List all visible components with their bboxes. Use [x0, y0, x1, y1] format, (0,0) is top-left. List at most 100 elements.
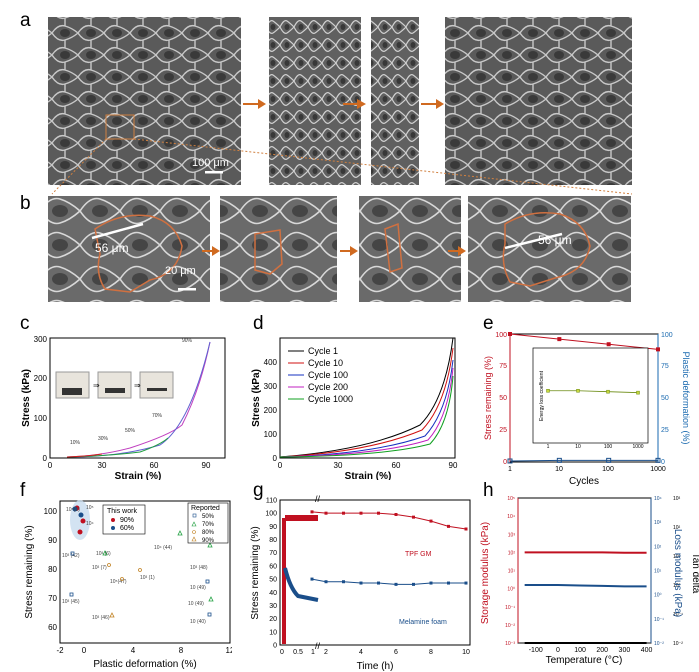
panel-label-f: f	[20, 480, 26, 501]
h-y3tick: 10⁰	[673, 583, 681, 589]
g-xtick: 2	[324, 649, 328, 656]
g-series-1-point	[447, 581, 450, 585]
h-ytick: 10²	[508, 550, 516, 556]
g-series-0-point	[412, 515, 415, 519]
h-ylabel: Storage modulus (kPa)	[480, 522, 491, 624]
sem-image-b4	[468, 196, 631, 302]
sem-image-a1	[48, 17, 241, 185]
e-stress-point	[508, 332, 512, 336]
panel-b-figure: 56 μm 20 μm 56 μm	[48, 196, 631, 302]
g-ytick: 110	[266, 498, 277, 505]
f-legend-this-title: This work	[107, 508, 137, 515]
g-xtick: 6	[394, 649, 398, 656]
h-xtick: 0	[556, 647, 560, 654]
g-ytick: 80	[269, 537, 277, 544]
h-y2tick: 10⁻²	[654, 641, 664, 647]
chart-d: 0 100 200 300 400 0 30 60 90 Strain (%) …	[251, 337, 458, 480]
f-pt-1: 10⁵	[86, 505, 94, 511]
h-ytick: 10⁵	[507, 496, 515, 502]
d-xtick-0: 0	[278, 461, 283, 470]
e-inset-point	[576, 389, 580, 393]
h-y3tick: 10⁻¹	[673, 612, 683, 618]
g-series-0-label: TPF GM	[405, 551, 432, 558]
e-ytick-2: 50	[499, 395, 507, 402]
f-pt-13: 10³ (45)	[62, 599, 80, 605]
f-xtick-4: 12	[226, 646, 232, 655]
scale-bar-a: 100 μm	[192, 157, 229, 169]
g-series-1-point	[324, 580, 328, 584]
e-ytick-4: 100	[495, 332, 507, 339]
f-pt-8: 10⁴ (44)	[154, 545, 172, 551]
d-ytick-0: 0	[273, 454, 278, 463]
e-inset-point	[606, 389, 610, 394]
e-stress-point	[557, 337, 562, 342]
f-ytick-3: 90	[48, 536, 57, 545]
c-ytick-3: 300	[34, 335, 48, 344]
g-series-0-point	[464, 527, 468, 531]
g-xlabel: Time (h)	[357, 661, 394, 672]
e-y2tick-3: 75	[661, 363, 669, 370]
h-y3label: Tan delta	[690, 553, 699, 594]
d-xtick-3: 90	[449, 461, 458, 470]
g-ytick: 50	[269, 577, 277, 584]
sem-image-a4	[445, 17, 632, 185]
h-y3tick: 10¹	[673, 554, 681, 560]
h-xtick: 400	[641, 647, 653, 654]
f-pt-6: 10⁵(47)	[110, 579, 127, 585]
d-ylabel: Stress (kPa)	[251, 369, 262, 427]
g-series-1-label: Melamine foam	[399, 619, 447, 626]
f-ytick-1: 70	[48, 594, 57, 603]
g-series-1-point	[394, 582, 398, 586]
panel-label-d: d	[253, 313, 264, 334]
h-y2tick: 10⁰	[654, 593, 662, 599]
e-y2tick-1: 25	[661, 427, 669, 434]
e-plastic-point	[606, 457, 612, 463]
panel-label-e: e	[483, 313, 494, 334]
chart-h: 10⁻³ 10⁻² 10⁻¹ 10⁰ 10¹ 10² 10³ 10⁴ 10⁵ 10⁻² 10⁻¹ 1…	[480, 496, 699, 666]
c-xlabel: Strain (%)	[115, 471, 162, 480]
f-legend-rep-3: 90%	[202, 538, 215, 544]
h-y2label: Loss modulus (kPa)	[672, 529, 683, 617]
scale-bar-b: 20 μm	[165, 265, 196, 277]
h-ytick: 10⁴	[507, 514, 515, 520]
h-ytick: 10³	[508, 532, 516, 538]
h-y3tick: 10⁻²	[673, 641, 683, 647]
panel-label-g: g	[253, 480, 264, 501]
c-annot-3: 70%	[152, 413, 163, 419]
e-inset-point	[636, 390, 640, 395]
f-pt-7: 10³ (1)	[140, 575, 155, 581]
f-pt-5: 10³ (7)	[92, 565, 107, 571]
g-series-0-point	[447, 524, 450, 528]
f-xlabel: Plastic deformation (%)	[93, 659, 196, 670]
g-ytick: 60	[269, 563, 277, 570]
g-ylabel: Stress remaining (%)	[250, 526, 261, 619]
d-xtick-2: 60	[392, 461, 401, 470]
e-xtick-1: 10	[555, 466, 563, 473]
h-y2tick: 10⁻¹	[654, 617, 664, 623]
f-pt-14: 10³ (46)	[92, 615, 110, 621]
panel-label-c: c	[20, 313, 30, 334]
svg-text://: //	[315, 494, 321, 504]
e-inset-ylabel: Energy loss coefficient	[539, 370, 545, 421]
h-xlabel: Temperature (°C)	[546, 655, 623, 666]
e-plastic-point	[507, 458, 513, 464]
e-inset-xtick-3: 1000	[632, 444, 643, 450]
c-annot-0: 10%	[70, 440, 81, 446]
chart-g: 0 10 20 30 40 50 60 70 80 90 100 110 0 0.5 1 2 4 6 8 10 Ti…	[250, 494, 471, 672]
chart-f: 60 70 80 90 100 -2 0 4 8 12 Plastic defo…	[24, 500, 232, 670]
g-series-1-point	[359, 581, 363, 585]
c-ytick-1: 100	[34, 414, 48, 423]
g-ytick: 70	[269, 550, 277, 557]
c-ytick-2: 200	[34, 374, 48, 383]
e-plastic-point	[556, 457, 562, 463]
g-series-0-point	[359, 511, 363, 515]
e-ytick-1: 25	[499, 427, 507, 434]
h-y2tick: 10⁴	[654, 496, 662, 502]
h-xtick: 200	[596, 647, 608, 654]
h-y2tick: 10²	[654, 544, 662, 550]
f-ylabel: Stress remaining (%)	[24, 525, 35, 618]
h-ytick: 10⁻³	[505, 641, 515, 647]
d-legend-0: Cycle 1	[308, 346, 338, 356]
f-pt-12: 10 (40)	[190, 619, 206, 625]
f-legend-rep-0: 50%	[202, 514, 215, 520]
